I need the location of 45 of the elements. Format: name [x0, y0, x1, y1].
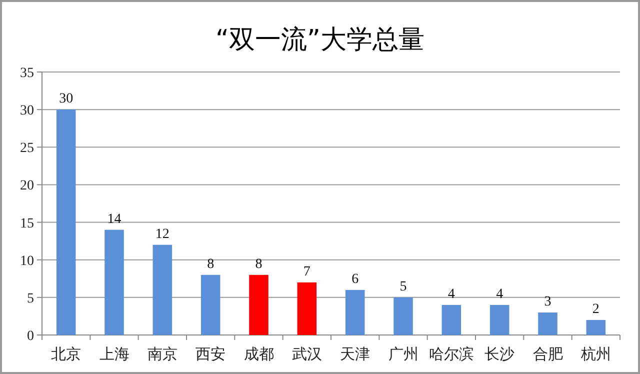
data-label: 7 — [303, 264, 310, 280]
x-tick-label: 上海 — [99, 345, 130, 363]
y-tick-label: 30 — [20, 104, 34, 119]
data-label: 12 — [155, 226, 170, 242]
bar — [104, 230, 124, 335]
data-label: 14 — [107, 212, 122, 227]
bar — [490, 304, 510, 335]
data-label: 5 — [400, 279, 407, 294]
data-label: 8 — [255, 256, 262, 272]
y-tick-label: 35 — [20, 66, 34, 81]
data-label: 4 — [496, 286, 504, 302]
bar — [345, 290, 365, 335]
bar — [249, 274, 268, 335]
data-label: 2 — [592, 302, 600, 317]
bar — [586, 320, 606, 335]
data-label: 4 — [448, 286, 455, 302]
bar — [538, 312, 558, 335]
bar — [394, 297, 413, 335]
x-tick-label: 长沙 — [484, 345, 515, 363]
x-tick-label: 南京 — [147, 345, 178, 363]
y-tick-label: 25 — [20, 141, 34, 156]
data-label: 8 — [207, 256, 214, 272]
data-label: 6 — [352, 272, 359, 287]
bar — [56, 110, 76, 335]
y-tick-label: 10 — [20, 254, 34, 269]
x-tick-label: 成都 — [244, 345, 274, 363]
x-tick-label: 广州 — [388, 345, 418, 363]
x-tick-label: 杭州 — [580, 345, 611, 363]
y-tick-label: 5 — [27, 291, 34, 306]
x-tick-label: 北京 — [51, 345, 82, 363]
data-label: 30 — [59, 92, 74, 107]
x-tick-label: 哈尔滨 — [428, 345, 474, 363]
x-tick-label: 西安 — [196, 345, 226, 363]
x-tick-label: 武汉 — [292, 345, 322, 363]
bar — [442, 304, 462, 335]
bar — [200, 274, 220, 335]
bar — [297, 282, 317, 335]
y-tick-label: 20 — [20, 178, 34, 194]
x-tick-label: 合肥 — [532, 345, 563, 363]
y-tick-label: 15 — [20, 216, 34, 232]
y-tick-label: 0 — [27, 329, 34, 344]
data-label: 3 — [544, 294, 552, 310]
x-tick-label: 天津 — [340, 345, 370, 363]
chart-title: “双一流”大学总量 — [216, 25, 424, 55]
bar — [152, 244, 172, 335]
